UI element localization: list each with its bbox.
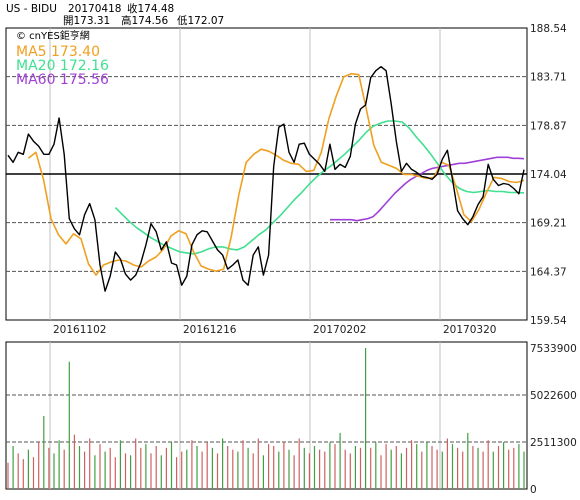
volume-grid: [6, 342, 527, 489]
ma5-legend: MA5 173.40: [16, 44, 100, 60]
y-tick-label: 164.37: [530, 266, 567, 278]
ma60-line: [329, 156, 525, 222]
x-tick-label: 20170202: [313, 324, 366, 336]
volume-y-tick-label: 2511300: [530, 437, 577, 449]
ma20-legend: MA20 172.16: [16, 58, 109, 74]
date-label: 20170418: [68, 3, 121, 15]
symbol-label: US - BIDU: [6, 3, 57, 15]
volume-y-tick-label: 7533900: [530, 343, 577, 355]
close-label: 收174.48: [127, 2, 174, 15]
y-tick-label: 178.87: [530, 120, 567, 132]
y-tick-label: 174.04: [530, 169, 567, 181]
y-tick-label: 183.71: [530, 72, 567, 84]
price-series: [7, 65, 525, 292]
ma60-legend: MA60 175.56: [16, 72, 109, 88]
y-tick-label: 159.54: [530, 315, 567, 327]
price-y-axis: 188.54 183.71 178.87 174.04 169.21 164.37 159.…: [530, 23, 567, 327]
open-label: 開173.31: [63, 15, 110, 27]
volume-bars: [7, 348, 525, 489]
volume-y-tick-label: 5022600: [530, 390, 577, 402]
volume-y-axis: 7533900 5022600 2511300 0: [530, 343, 577, 496]
high-label: 高174.56: [121, 14, 169, 27]
price-line: [7, 65, 525, 292]
source-label: © cnYES鉅亨網: [16, 29, 90, 42]
y-tick-label: 188.54: [530, 23, 567, 35]
y-tick-label: 169.21: [530, 218, 567, 230]
x-tick-label: 20161102: [53, 324, 106, 336]
price-x-axis: 20161102 20161216 20170202 20170320: [53, 324, 496, 336]
low-label: 低172.07: [177, 14, 224, 27]
volume-frame: [5, 341, 528, 490]
x-tick-label: 20170320: [443, 324, 496, 336]
volume-panel: 7533900 5022600 2511300 0: [5, 341, 577, 496]
volume-y-tick-label: 0: [530, 484, 537, 496]
x-tick-label: 20161216: [183, 324, 237, 336]
price-panel: 188.54 183.71 178.87 174.04 169.21 164.37 159.…: [5, 23, 567, 336]
